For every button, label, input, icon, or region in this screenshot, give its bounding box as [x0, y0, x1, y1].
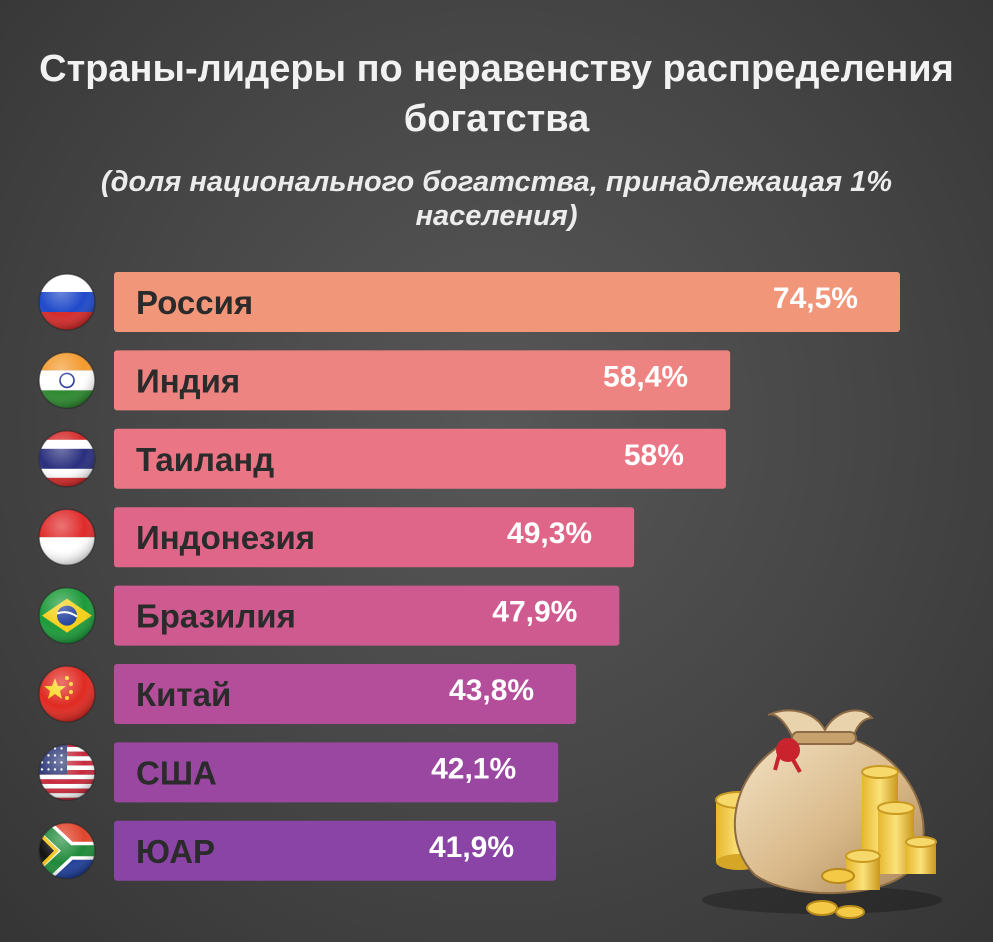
bar-value-label: 74,5% [773, 282, 858, 315]
bar-value-label: 43,8% [449, 674, 534, 707]
bar-value-label: 58% [624, 439, 684, 472]
indonesia-flag-icon [38, 508, 96, 566]
bar [114, 742, 559, 803]
brazil-flag-icon [38, 586, 96, 645]
bar-value-label: 42,1% [431, 752, 516, 785]
south-africa-flag-icon [38, 822, 96, 880]
bar-value-label: 47,9% [492, 596, 577, 629]
bar-category-label: Индия [136, 362, 240, 399]
bar [114, 664, 577, 724]
thailand-flag-icon [38, 430, 96, 488]
chart-title: Страны-лидеры по неравенству распределен… [39, 48, 954, 140]
bar-category-label: Россия [136, 284, 253, 321]
bar-value-label: 49,3% [507, 517, 592, 550]
bar-category-label: ЮАР [136, 833, 215, 870]
bar-category-label: Таиланд [136, 441, 274, 478]
bar-category-label: Индонезия [136, 519, 315, 556]
india-flag-icon [38, 351, 96, 410]
money-bag-with-coins-icon [702, 709, 942, 919]
bar-value-label: 58,4% [603, 360, 688, 393]
chart-subtitle: (доля национального богатства, принадлеж… [100, 166, 893, 232]
bar [114, 585, 620, 646]
bar-value-label: 41,9% [429, 831, 514, 864]
bar-category-label: США [136, 754, 217, 791]
bar [114, 428, 726, 489]
china-flag-icon [38, 665, 96, 723]
bar [114, 272, 900, 332]
bar-category-label: Китай [136, 676, 231, 713]
bar [114, 507, 635, 568]
bar [114, 820, 557, 881]
russia-flag-icon [38, 273, 96, 331]
usa-flag-icon [38, 743, 96, 802]
bar-category-label: Бразилия [136, 598, 296, 635]
bar [114, 350, 731, 411]
